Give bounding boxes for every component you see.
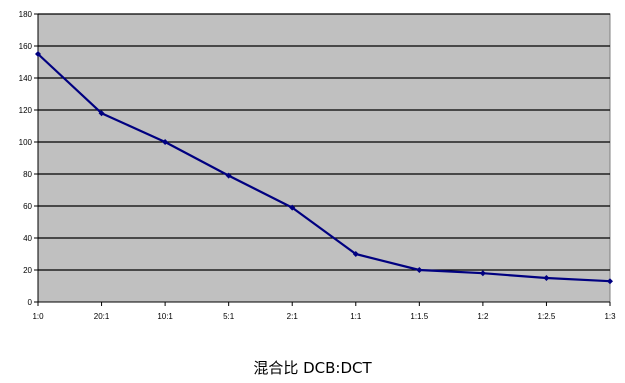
x-tick-label: 1:1 — [350, 312, 362, 321]
x-tick-label: 1:0 — [32, 312, 44, 321]
plot-area — [37, 13, 611, 303]
data-point — [35, 51, 41, 57]
data-point — [162, 139, 169, 145]
y-tick-label: 20 — [23, 266, 32, 275]
data-point — [416, 267, 423, 273]
data-point — [543, 275, 550, 281]
data-point — [352, 251, 359, 257]
x-axis-tick-labels: 1:0 20:1 10:1 5:1 2:1 1:1 1:1.5 1:2 1:2.5 1:3 — [32, 312, 616, 321]
y-axis-tick-labels: 0 20 40 60 80 100 120 140 160 180 — [19, 10, 33, 307]
series-line — [37, 53, 611, 283]
x-axis-title: 混合比 DCB:DCT — [253, 359, 372, 377]
y-tick-label: 180 — [19, 10, 33, 19]
data-point — [479, 270, 486, 277]
data-point — [289, 204, 296, 211]
data-point — [98, 110, 105, 117]
x-tick-label: 1:2.5 — [538, 312, 556, 321]
y-tick-label: 140 — [19, 74, 33, 83]
gridlines — [38, 13, 610, 271]
x-tick-label: 1:3 — [604, 312, 616, 321]
y-tick-label: 80 — [23, 170, 32, 179]
data-point — [225, 172, 232, 179]
x-tick-label: 1:1.5 — [410, 312, 428, 321]
data-series — [35, 51, 613, 285]
data-point — [607, 278, 613, 285]
y-tick-label: 120 — [19, 106, 33, 115]
x-tick-label: 20:1 — [94, 312, 110, 321]
x-tick-label: 5:1 — [223, 312, 235, 321]
y-tick-label: 60 — [23, 202, 32, 211]
y-tick-label: 40 — [23, 234, 32, 243]
x-tick-label: 1:2 — [477, 312, 489, 321]
y-tick-label: 0 — [28, 298, 33, 307]
x-tick-label: 2:1 — [287, 312, 299, 321]
y-tick-label: 160 — [19, 42, 33, 51]
axes — [34, 13, 611, 306]
y-tick-label: 100 — [19, 138, 33, 147]
x-tick-label: 10:1 — [157, 312, 173, 321]
